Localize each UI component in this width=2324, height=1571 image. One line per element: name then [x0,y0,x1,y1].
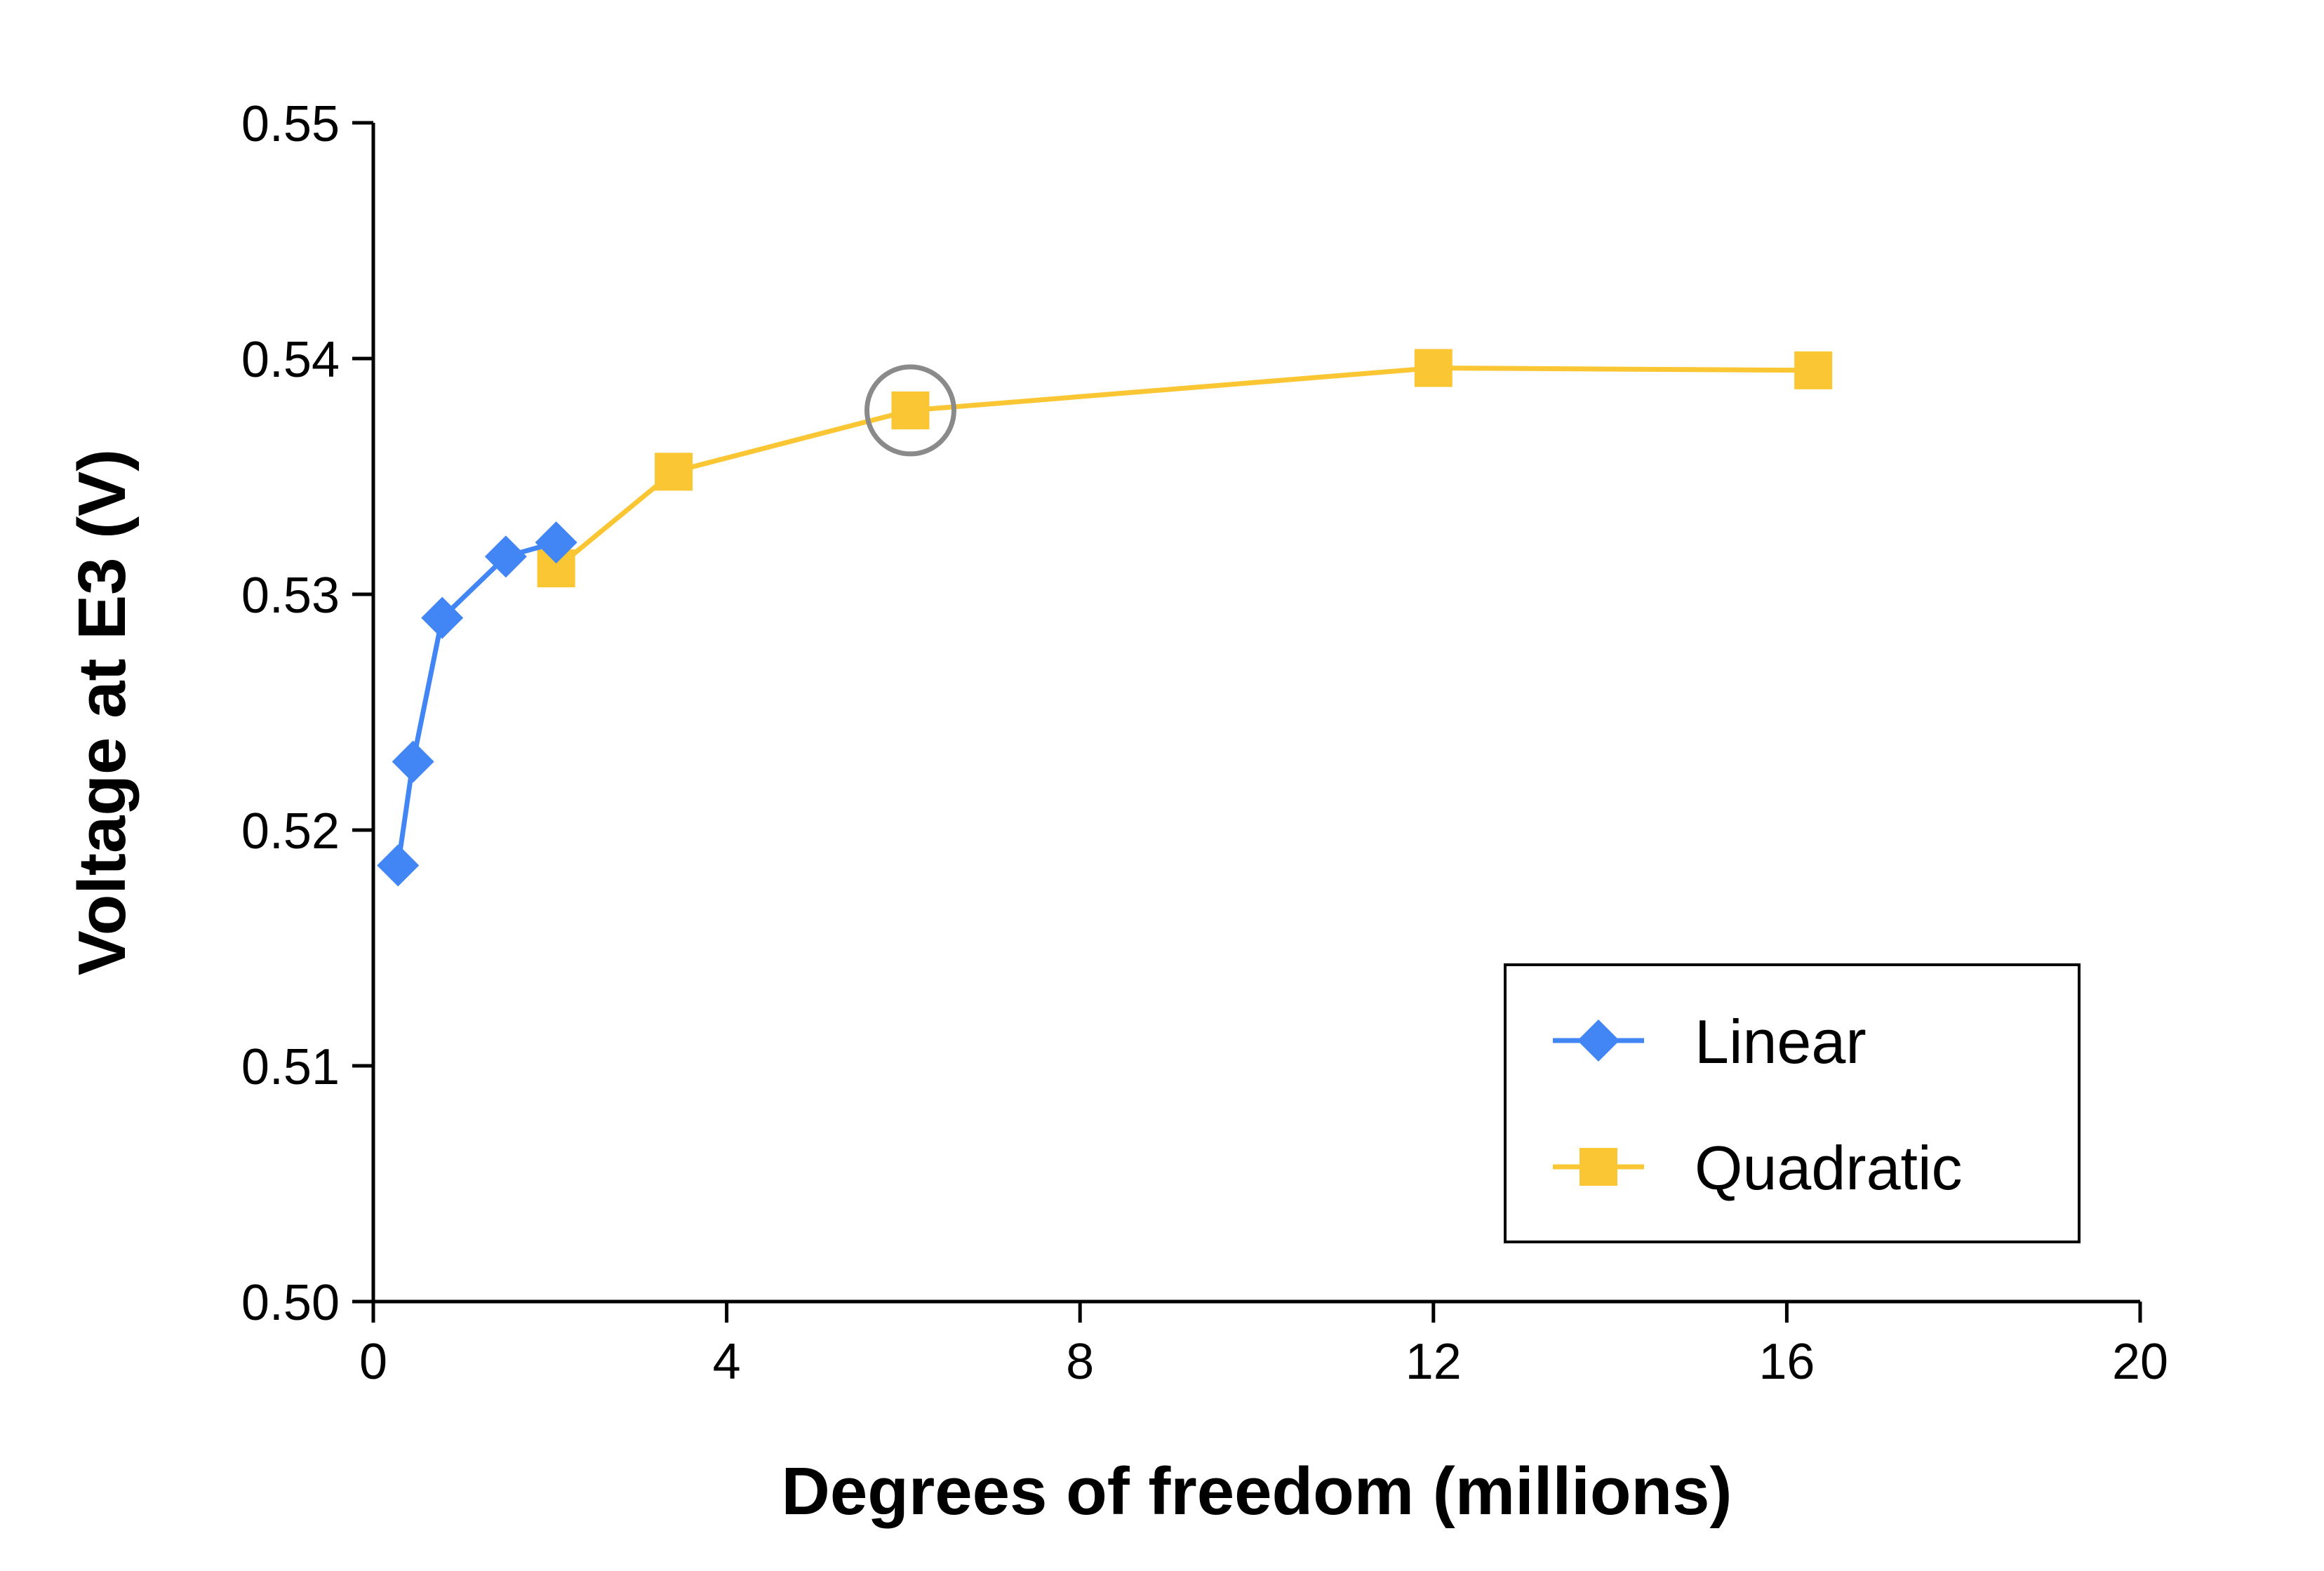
series-line-quadratic [554,365,1814,570]
legend-items: Linear Quadratic [1553,1007,1963,1203]
data-point-quadratic [891,391,930,429]
y-tick-label: 0.51 [241,1039,340,1095]
highlight-circle [864,364,956,457]
legend-label-linear: Linear [1695,1007,1866,1076]
series-linear [377,521,577,887]
legend-item-linear: Linear [1553,1007,1866,1076]
legend: Linear Quadratic [1504,963,2081,1243]
data-point-linear [377,844,420,887]
y-tick-label: 0.54 [241,332,340,388]
series-line-linear [395,540,557,866]
legend-box [1504,963,2081,1243]
legend-item-quadratic: Quadratic [1553,1133,1963,1203]
y-tick-label: 0.53 [241,568,340,624]
x-tick-label: 8 [1066,1334,1094,1390]
y-tick-label: 0.52 [241,803,340,860]
x-tick-label: 16 [1758,1334,1815,1390]
data-point-linear [392,740,434,783]
legend-label-quadratic: Quadratic [1695,1133,1963,1203]
data-point-quadratic [655,453,693,491]
legend-marker-quadratic [1580,1148,1617,1186]
y-axis-title: Voltage at E3 (V) [65,449,140,975]
plot-area [377,349,1833,887]
data-point-quadratic [1414,349,1452,387]
x-tick-label: 20 [2112,1334,2168,1390]
x-axis-title: Degrees of freedom (millions) [782,1454,1732,1529]
y-tick-label: 0.50 [241,1275,340,1331]
data-point-linear [421,596,464,639]
data-point-linear [484,535,527,578]
y-tick-label: 0.55 [241,96,340,152]
legend-marker-linear [1577,1020,1620,1062]
data-point-linear [535,521,577,564]
x-axis: 0 4 8 12 16 20 [359,1299,2168,1390]
series-quadratic [537,349,1833,588]
x-tick-label: 12 [1405,1334,1462,1390]
x-tick-label: 4 [713,1334,741,1390]
data-point-quadratic [1794,351,1833,389]
x-tick-label: 0 [359,1334,387,1390]
y-axis: 0.50 0.51 0.52 0.53 0.54 0.55 [241,96,375,1331]
